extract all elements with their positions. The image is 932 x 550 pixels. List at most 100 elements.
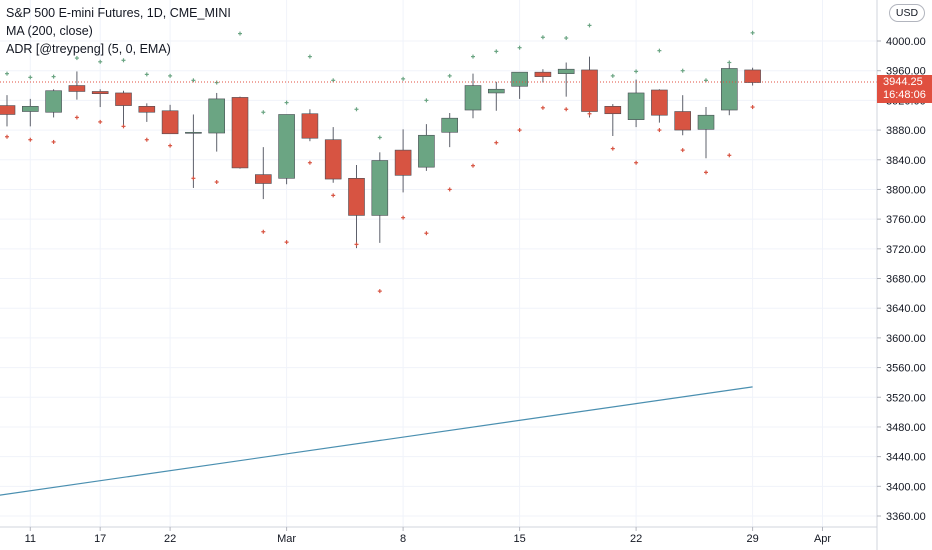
candle[interactable] xyxy=(557,62,575,97)
candle[interactable] xyxy=(301,109,319,142)
time-tick-label: 22 xyxy=(164,533,176,545)
gridlines xyxy=(0,0,877,527)
currency-button[interactable]: USD xyxy=(889,4,925,22)
candle-body xyxy=(674,111,692,131)
time-tick-label: 11 xyxy=(25,533,36,545)
candle-body xyxy=(651,89,668,116)
candle-body xyxy=(91,91,109,94)
candle[interactable] xyxy=(581,56,598,118)
candle-body xyxy=(418,134,435,168)
adr-high-marker xyxy=(517,45,522,50)
price-tick-label: 3760.00 xyxy=(886,214,926,226)
time-tick-label: Mar xyxy=(277,533,296,545)
adr-low-marker xyxy=(517,128,522,133)
candle[interactable] xyxy=(394,129,412,193)
candle-body xyxy=(161,110,179,135)
candle[interactable] xyxy=(627,79,645,128)
candle[interactable] xyxy=(441,112,459,148)
price-tick-label: 3520.00 xyxy=(886,392,926,404)
candle[interactable] xyxy=(744,67,761,86)
adr-low-marker xyxy=(74,115,79,120)
adr-high-marker xyxy=(261,110,266,115)
adr-low-marker xyxy=(657,128,662,133)
candle[interactable] xyxy=(91,89,109,108)
adr-high-marker xyxy=(634,69,639,74)
candle[interactable] xyxy=(45,89,62,118)
adr-high-marker xyxy=(750,30,755,35)
candle[interactable] xyxy=(697,107,715,159)
adr-low-marker xyxy=(424,231,429,236)
candle-body xyxy=(441,117,459,133)
adr-low-marker xyxy=(610,146,615,151)
price-tick-label: 4000.00 xyxy=(886,36,926,48)
candle[interactable] xyxy=(278,114,295,185)
candle[interactable] xyxy=(21,98,39,127)
candle[interactable] xyxy=(534,69,552,83)
candle[interactable] xyxy=(138,103,156,122)
adr-high-marker xyxy=(610,73,615,78)
candle-body xyxy=(511,71,528,87)
candle[interactable] xyxy=(208,92,225,152)
legend-ma[interactable]: MA (200, close) xyxy=(6,24,93,38)
time-tick-label: Apr xyxy=(814,533,831,545)
candle[interactable] xyxy=(324,127,342,183)
candle[interactable] xyxy=(464,73,482,119)
candle[interactable] xyxy=(185,114,202,188)
adr-low-marker xyxy=(727,153,732,158)
adr-high-marker xyxy=(28,75,33,80)
candle[interactable] xyxy=(68,71,86,100)
last-price-value: 3944.25 xyxy=(883,76,923,88)
time-tick-label: 29 xyxy=(746,533,758,545)
adr-high-marker xyxy=(98,59,103,64)
candle-body xyxy=(348,178,365,216)
candle[interactable] xyxy=(161,104,179,135)
candle[interactable] xyxy=(604,104,622,136)
candle-body xyxy=(581,69,598,112)
candle-body xyxy=(324,139,342,180)
adr-low-marker xyxy=(704,170,708,175)
adr-low-marker xyxy=(354,242,359,247)
adr-high-marker xyxy=(471,54,475,59)
adr-high-marker xyxy=(214,80,219,85)
price-tick-label: 3880.00 xyxy=(886,125,926,137)
candle-body xyxy=(394,149,412,176)
candle[interactable] xyxy=(115,90,132,127)
candle[interactable] xyxy=(674,95,692,136)
adr-low-marker xyxy=(144,137,149,142)
adr-low-marker xyxy=(121,124,126,129)
candle[interactable] xyxy=(418,124,435,171)
adr-high-marker xyxy=(424,98,429,103)
adr-high-marker xyxy=(168,73,173,78)
price-tick-label: 3840.00 xyxy=(886,155,926,167)
adr-high-marker xyxy=(354,107,359,112)
candle[interactable] xyxy=(255,147,272,200)
adr-low-marker xyxy=(307,160,312,165)
adr-high-marker xyxy=(727,60,732,65)
candle[interactable] xyxy=(511,71,528,99)
candle[interactable] xyxy=(371,152,389,243)
price-tick-label: 3680.00 xyxy=(886,274,926,286)
adr-low-marker xyxy=(331,193,336,198)
candle-body xyxy=(255,174,272,184)
ma-line xyxy=(0,386,753,496)
adr-high-marker xyxy=(121,58,126,63)
time-axis: 11 17 22 Mar 8 15 22 29 Apr xyxy=(25,527,831,545)
candle[interactable] xyxy=(348,164,365,249)
candle[interactable] xyxy=(231,96,249,169)
legend-adr[interactable]: ADR [@treypeng] (5, 0, EMA) xyxy=(6,42,171,56)
candle-body xyxy=(185,131,202,134)
candle[interactable] xyxy=(487,81,505,111)
candle[interactable] xyxy=(720,64,738,116)
candle[interactable] xyxy=(0,95,16,127)
legend-symbol[interactable]: S&P 500 E-mini Futures, 1D, CME_MINI xyxy=(6,6,231,20)
candle[interactable] xyxy=(651,89,668,123)
candles-layer xyxy=(0,56,761,249)
adr-high-marker xyxy=(587,23,592,28)
price-tick-label: 3360.00 xyxy=(886,511,926,523)
adr-high-marker xyxy=(447,73,452,78)
adr-low-marker xyxy=(401,215,406,220)
adr-low-marker xyxy=(750,105,755,110)
adr-high-marker xyxy=(238,31,242,36)
